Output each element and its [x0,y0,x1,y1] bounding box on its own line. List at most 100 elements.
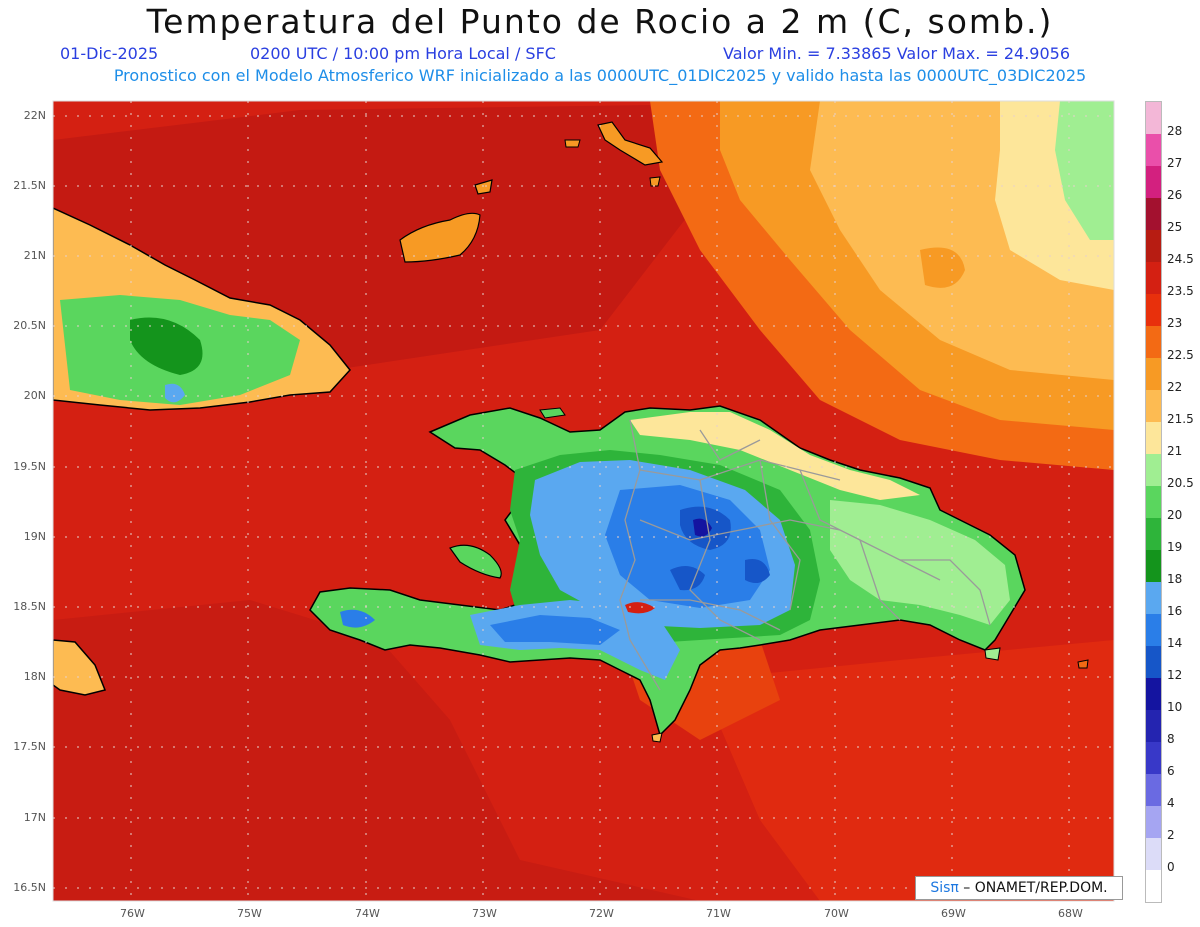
colorbar-label: 28 [1167,124,1183,138]
tortuga-island [539,407,566,419]
ocean-orange-spot [920,247,965,288]
colorbar-swatch [1146,454,1161,486]
colorbar-label: 2 [1167,828,1175,842]
lake-enriquillo [625,602,655,614]
colorbar-label: 20.5 [1167,476,1194,490]
credit-box: Sisπ – ONAMET/REP.DOM. [915,876,1123,900]
lat-tick: 22N [23,109,46,122]
colorbar-label: 23 [1167,316,1183,330]
colorbar-label: 4 [1167,796,1175,810]
colorbar-swatch [1146,262,1161,294]
colorbar-label: 25 [1167,220,1183,234]
map-title: Temperatura del Punto de Rocio a 2 m (C,… [146,2,1054,41]
lat-tick: 18.5N [13,600,46,613]
colorbar-swatch [1146,710,1161,742]
colorbar-label: 26 [1167,188,1183,202]
colorbar-swatch [1146,838,1161,870]
colorbar-label: 10 [1167,700,1183,714]
colorbar-swatch [1146,550,1161,582]
province-boundaries [619,419,991,691]
hispaniola-dark-blue-3 [745,559,770,584]
saona-island [984,647,1001,661]
colorbar-swatch [1146,390,1161,422]
colorbar-label: 16 [1167,604,1183,618]
colorbar-swatch [1146,358,1161,390]
colorbar-label: 12 [1167,668,1183,682]
colorbar-label: 24.5 [1167,252,1194,266]
colorbar-label: 6 [1167,764,1175,778]
colorbar-swatch [1146,518,1161,550]
colorbar-swatch [1146,166,1161,198]
caicos-small-2 [649,176,661,187]
colorbar-swatch [1146,646,1161,678]
colorbar-label: 20 [1167,508,1183,522]
colorbar-label: 18 [1167,572,1183,586]
colorbar-label: 21 [1167,444,1183,458]
lon-tick: 70W [824,907,849,920]
lat-tick: 16.5N [13,881,46,894]
forecast-date: 01-Dic-2025 [60,44,159,63]
ocean-darker-band-south [53,600,700,901]
graticule [53,101,1114,901]
colorbar-label: 21.5 [1167,412,1194,426]
model-info: Pronostico con el Modelo Atmosferico WRF… [113,66,1087,85]
colorbar-swatch [1146,582,1161,614]
hispaniola-medium-blue [605,485,770,608]
value-range: Valor Min. = 7.33865 Valor Max. = 24.905… [723,44,1071,63]
colorbar-label: 8 [1167,732,1175,746]
lat-tick: 17.5N [13,740,46,753]
colorbar-swatch [1146,198,1161,230]
colorbar-swatch [1146,486,1161,518]
lon-tick: 71W [706,907,731,920]
lat-tick: 19.5N [13,460,46,473]
lat-tick: 17N [23,811,46,824]
ocean-brighter-band-southeast [700,640,1114,901]
ocean-green-region [1055,101,1114,240]
cuba-west-land [53,639,107,696]
colorbar [1145,101,1162,903]
colorbar-swatch [1146,422,1161,454]
colorbar-label: 22 [1167,380,1183,394]
colorbar-swatch [1146,102,1161,134]
colorbar-label: 27 [1167,156,1183,170]
colorbar-label: 0 [1167,860,1175,874]
lon-tick: 75W [237,907,262,920]
cuba-blue-spot [165,383,185,403]
lat-tick: 18N [23,670,46,683]
lon-tick: 68W [1058,907,1083,920]
gonave-island [449,544,502,579]
mona-island [1077,659,1089,669]
hispaniola-medium-blue-south [490,615,620,645]
colorbar-swatch [1146,326,1161,358]
lat-tick: 21.5N [13,179,46,192]
sispi-logo: Sisπ [930,880,959,896]
lat-tick: 21N [23,249,46,262]
lat-tick: 20N [23,389,46,402]
colorbar-label: 14 [1167,636,1183,650]
colorbar-swatch [1146,294,1161,326]
forecast-time: 0200 UTC / 10:00 pm Hora Local / SFC [250,44,556,63]
colorbar-swatch [1146,678,1161,710]
lat-tick: 20.5N [13,319,46,332]
cuba-dark-green-area [130,317,203,375]
colorbar-swatch [1146,742,1161,774]
hispaniola-dark-blue-2 [670,566,705,591]
colorbar-label: 23.5 [1167,284,1194,298]
caicos-islands [597,121,664,166]
colorbar-swatch [1146,614,1161,646]
lon-tick: 74W [355,907,380,920]
lon-tick: 72W [589,907,614,920]
colorbar-swatch [1146,870,1161,902]
colorbar-label: 22.5 [1167,348,1194,362]
lon-tick: 76W [120,907,145,920]
caicos-small-1 [564,139,581,148]
colorbar-label: 19 [1167,540,1183,554]
great-inagua [399,212,481,263]
hispaniola-light-green-east [830,500,1010,625]
colorbar-swatch [1146,774,1161,806]
lon-tick: 69W [941,907,966,920]
lon-tick: 73W [472,907,497,920]
colorbar-swatch [1146,806,1161,838]
southern-peninsula-blue-spots [340,609,375,628]
